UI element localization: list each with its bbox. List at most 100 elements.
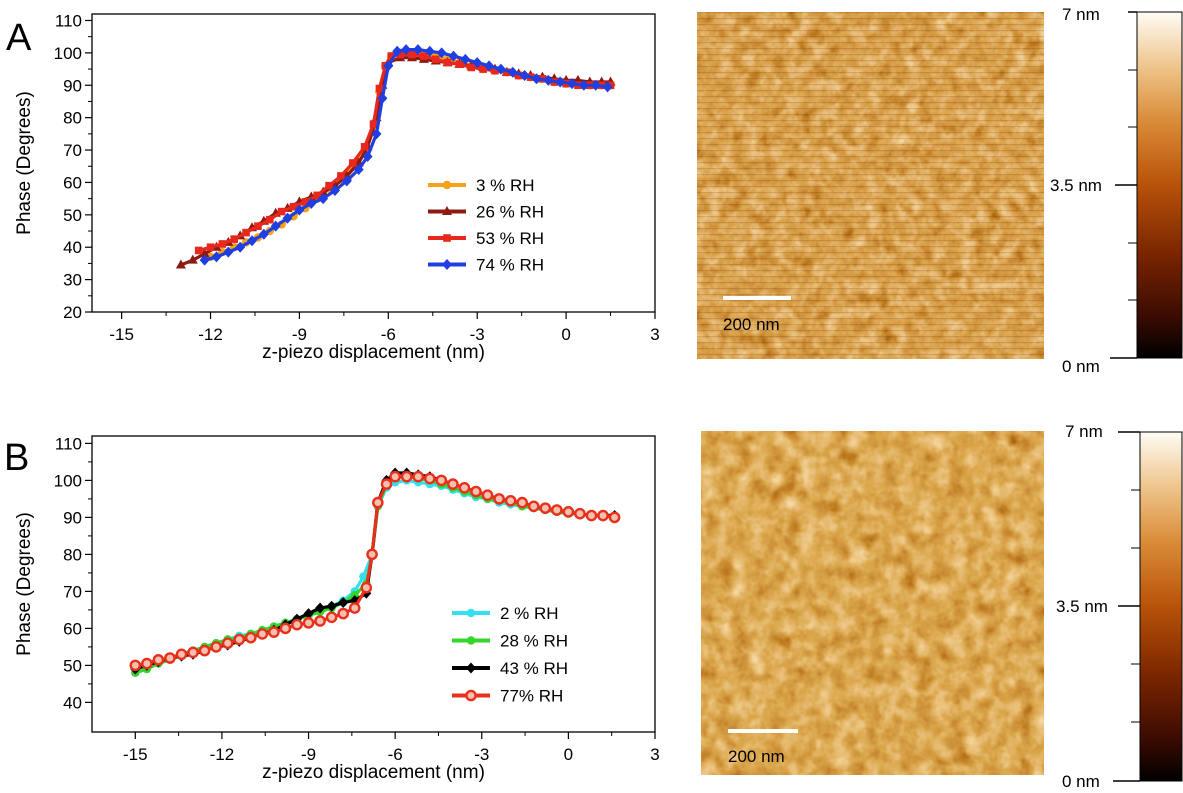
panel-b: B -15 -12 -9 -6 -3 0 3 40 50 60 70 80 90 100 110 z-piez… <box>4 422 1183 791</box>
y-tick-label: 90 <box>63 76 82 95</box>
legend-label: 74 % RH <box>476 256 544 275</box>
data-point <box>256 628 269 640</box>
data-point <box>436 47 447 59</box>
y-tick-label: 100 <box>54 471 82 490</box>
x-tick-label: -12 <box>210 745 235 764</box>
colorbar-mid-label: 3.5 nm <box>1050 176 1102 195</box>
data-point <box>348 159 357 167</box>
data-point <box>268 626 280 638</box>
data-point <box>383 60 394 72</box>
x-tick-label: -15 <box>123 745 148 764</box>
data-point <box>484 60 495 72</box>
x-tick-label: -9 <box>301 745 316 764</box>
data-point <box>353 163 364 175</box>
colorbar-max-label: 7 nm <box>1065 422 1103 441</box>
data-point <box>431 55 440 64</box>
data-point <box>301 198 310 206</box>
data-point <box>448 50 459 62</box>
data-point <box>360 143 369 151</box>
data-point <box>175 259 186 269</box>
data-point <box>562 506 575 518</box>
legend-marker <box>466 636 476 645</box>
data-point <box>265 215 274 224</box>
series-74-rh <box>199 44 613 266</box>
data-point <box>519 70 530 82</box>
panel-letter: B <box>4 437 29 479</box>
legend-marker <box>442 180 452 190</box>
series-77-rh <box>129 470 621 672</box>
data-point <box>270 220 281 232</box>
x-axis-label: z-piezo displacement (nm) <box>262 762 485 783</box>
data-point <box>401 44 412 56</box>
data-point <box>277 207 286 216</box>
data-point <box>198 644 211 657</box>
colorbar-gradient <box>1139 431 1183 782</box>
legend-marker <box>442 259 452 270</box>
x-tick-label: 3 <box>650 325 659 344</box>
x-tick-label: 3 <box>650 745 659 764</box>
data-point <box>567 78 578 90</box>
data-point <box>282 212 293 224</box>
data-point <box>254 222 262 230</box>
data-point <box>460 53 471 65</box>
data-point <box>369 120 378 128</box>
data-point <box>314 615 326 627</box>
data-point <box>326 600 337 612</box>
legend-label: 3 % RH <box>476 176 535 195</box>
phase-chart-b: -15 -12 -9 -6 -3 0 3 40 50 60 70 80 90 100 110 z-piezo … <box>14 434 660 783</box>
data-point <box>348 602 361 614</box>
y-tick-label: 110 <box>55 434 82 453</box>
data-point <box>555 76 566 88</box>
y-tick-label: 70 <box>63 141 82 160</box>
y-tick-label: 110 <box>55 11 82 30</box>
data-point <box>479 65 487 73</box>
data-point <box>408 50 416 59</box>
y-tick-label: 60 <box>63 619 82 638</box>
data-point <box>359 572 368 581</box>
y-tick-label: 40 <box>63 693 82 712</box>
data-point <box>400 470 413 483</box>
y-tick-label: 60 <box>63 173 82 192</box>
x-tick-label: -3 <box>470 325 485 344</box>
data-point <box>337 607 349 620</box>
data-point <box>187 646 199 659</box>
data-point <box>218 240 227 248</box>
data-point <box>291 618 303 631</box>
data-point <box>302 617 315 629</box>
y-tick-label: 20 <box>63 303 82 322</box>
x-tick-label: -3 <box>474 745 489 764</box>
data-point <box>578 79 589 91</box>
data-point <box>420 52 428 60</box>
data-point <box>389 470 401 483</box>
plot-frame <box>91 435 656 733</box>
legend-item: 3 % RH <box>428 176 535 195</box>
scale-bar-label: 200 nm <box>723 315 780 334</box>
y-axis-label: Phase (Degrees) <box>14 91 35 235</box>
data-point <box>371 128 382 140</box>
data-point <box>493 493 505 505</box>
data-point <box>412 44 423 56</box>
data-point <box>504 494 517 507</box>
data-point <box>574 507 586 520</box>
data-point <box>350 590 359 600</box>
data-point <box>318 193 329 205</box>
x-axis-label: z-piezo displacement (nm) <box>262 342 485 363</box>
legend-item: 2 % RH <box>452 604 559 623</box>
x-tick-label: 0 <box>564 745 573 764</box>
data-point <box>527 500 540 513</box>
legend-marker <box>465 689 477 702</box>
phase-chart-a: -15 -12 -9 -6 -3 0 3 20 30 40 50 60 70 80 90 100 110 z-pi… <box>14 11 660 363</box>
data-point <box>235 241 246 253</box>
data-point <box>360 581 373 594</box>
data-point <box>467 63 476 72</box>
data-point <box>206 243 215 252</box>
data-point <box>380 478 393 490</box>
data-point <box>507 66 518 78</box>
data-point <box>152 654 165 666</box>
colorbar-max-label: 7 nm <box>1062 5 1100 24</box>
data-point <box>443 58 452 67</box>
data-point <box>303 608 314 620</box>
data-point <box>377 92 388 104</box>
y-tick-label: 80 <box>63 109 82 128</box>
